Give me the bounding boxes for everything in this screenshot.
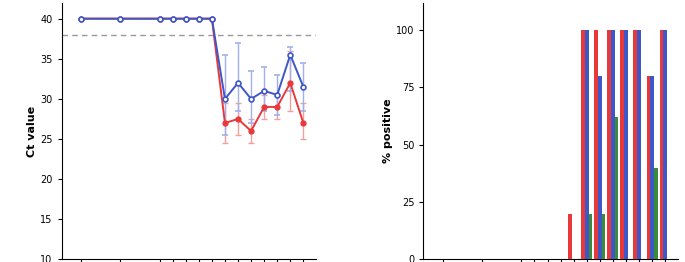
Bar <box>621 30 624 259</box>
Bar <box>588 214 593 259</box>
Y-axis label: % positive: % positive <box>383 99 393 163</box>
Bar <box>608 30 611 259</box>
Bar <box>595 30 598 259</box>
Bar <box>614 117 619 259</box>
Bar <box>654 168 658 259</box>
Bar <box>663 30 667 259</box>
Bar <box>647 76 650 259</box>
Bar <box>585 30 588 259</box>
Bar <box>611 30 614 259</box>
Bar <box>601 214 606 259</box>
Bar <box>624 30 627 259</box>
Bar <box>568 214 572 259</box>
Bar <box>660 30 663 259</box>
Y-axis label: Ct value: Ct value <box>27 105 38 157</box>
Bar <box>650 76 654 259</box>
Bar <box>598 76 601 259</box>
Bar <box>581 30 585 259</box>
Bar <box>637 30 640 259</box>
Bar <box>634 30 637 259</box>
